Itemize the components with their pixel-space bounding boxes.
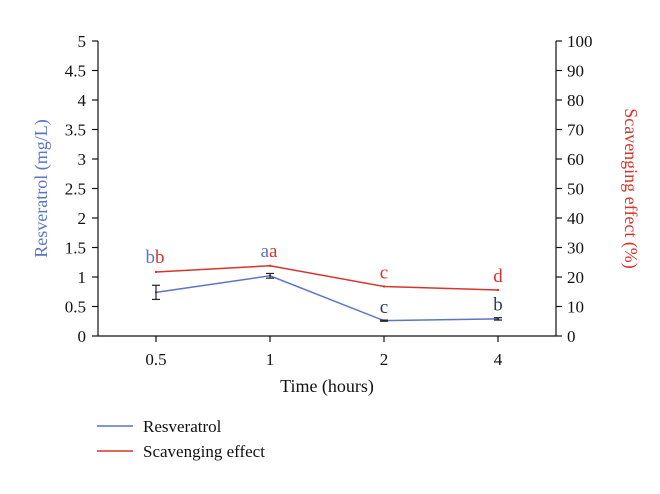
sig-letter-scavenging: b [155,247,165,268]
x-tick-label: 1 [266,350,275,369]
sig-letter-resveratrol: a [261,241,270,262]
right-tick-label: 60 [567,150,584,169]
sig-letter-resveratrol: b [146,247,156,268]
series-line-resveratrol [155,275,499,322]
left-tick-label: 4.5 [65,62,86,81]
axes: 00.511.522.533.544.550102030405060708090… [31,32,641,397]
data-point-scavenging [154,270,158,274]
left-tick-label: 5 [78,32,87,51]
right-tick-label: 70 [567,121,584,140]
left-axis-title: Resveratrol (mg/L) [31,119,52,257]
right-tick-label: 30 [567,239,584,258]
left-tick-label: 0 [78,327,87,346]
x-tick-label: 2 [380,350,389,369]
left-tick-label: 1 [78,268,87,287]
left-tick-label: 3 [78,150,87,169]
left-tick-label: 1.5 [65,239,86,258]
series-resveratrol [152,272,502,322]
data-point-scavenging [268,264,272,267]
x-tick-label: 4 [494,350,503,369]
right-tick-label: 90 [567,62,584,81]
right-tick-label: 10 [567,298,584,317]
series-line-scavenging [155,265,499,291]
sig-letter-resveratrol: c [380,297,388,318]
x-tick-label: 0.5 [145,350,166,369]
data-point-scavenging [496,288,500,292]
left-tick-label: 2.5 [65,180,86,199]
legend-label-scavenging: Scavenging effect [143,442,265,461]
x-axis-title: Time (hours) [280,376,374,397]
right-tick-label: 80 [567,91,584,110]
data-point-scavenging [382,285,386,288]
right-tick-label: 100 [567,32,593,51]
right-tick-label: 50 [567,180,584,199]
sig-letter-scavenging: d [493,266,503,287]
sig-letter-scavenging: a [269,241,278,262]
left-tick-label: 3.5 [65,121,86,140]
series-scavenging [154,264,500,292]
sig-letter-resveratrol: b [493,295,503,316]
right-tick-label: 20 [567,268,584,287]
left-tick-label: 2 [78,209,87,228]
legend: Resveratrol Scavenging effect [97,417,265,461]
sig-letter-scavenging: c [380,262,388,283]
right-axis-title: Scavenging effect (%) [620,108,641,269]
left-tick-label: 4 [78,91,87,110]
right-tick-label: 40 [567,209,584,228]
right-tick-label: 0 [567,327,576,346]
left-tick-label: 0.5 [65,298,86,317]
legend-label-resveratrol: Resveratrol [143,417,222,436]
